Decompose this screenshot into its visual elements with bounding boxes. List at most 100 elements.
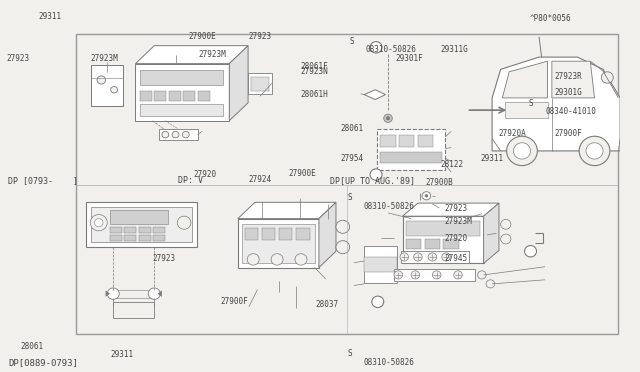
Circle shape — [97, 76, 106, 84]
Circle shape — [579, 136, 610, 166]
Text: 27945: 27945 — [444, 254, 467, 263]
Circle shape — [148, 288, 160, 299]
Circle shape — [433, 271, 441, 279]
Text: 29301G: 29301G — [554, 88, 582, 97]
Text: 27923: 27923 — [152, 254, 175, 263]
Bar — [505, 102, 548, 118]
Bar — [394, 269, 475, 280]
Circle shape — [525, 246, 536, 257]
Circle shape — [108, 288, 119, 299]
Text: 27923R: 27923R — [554, 72, 582, 81]
Text: 27923: 27923 — [6, 54, 29, 63]
Text: 27920: 27920 — [444, 234, 467, 243]
Bar — [159, 129, 198, 140]
Text: 28122: 28122 — [440, 160, 463, 169]
Text: DP [0793-    ]: DP [0793- ] — [8, 176, 78, 185]
Polygon shape — [552, 61, 595, 98]
Bar — [377, 129, 445, 170]
Circle shape — [372, 296, 384, 308]
Circle shape — [454, 271, 462, 279]
Bar — [124, 235, 136, 241]
Circle shape — [387, 117, 390, 120]
Circle shape — [182, 131, 189, 138]
Circle shape — [425, 194, 428, 198]
Bar — [154, 227, 165, 233]
Circle shape — [384, 114, 392, 122]
Circle shape — [247, 254, 259, 265]
Text: 08310-50826: 08310-50826 — [366, 45, 417, 54]
Text: 29311: 29311 — [110, 350, 133, 359]
Circle shape — [394, 271, 403, 279]
Bar — [244, 228, 259, 240]
Text: 28061: 28061 — [20, 342, 43, 351]
Bar — [406, 239, 421, 249]
Circle shape — [172, 131, 179, 138]
Text: 27924: 27924 — [248, 175, 271, 184]
Circle shape — [370, 169, 382, 180]
Text: DP: V: DP: V — [178, 176, 203, 185]
Text: ^P80*0056: ^P80*0056 — [530, 14, 572, 23]
Text: DP[0889-0793]: DP[0889-0793] — [8, 358, 78, 367]
Circle shape — [513, 143, 531, 159]
Circle shape — [602, 72, 613, 83]
Polygon shape — [319, 202, 336, 267]
Bar — [399, 135, 415, 147]
Bar — [136, 64, 229, 121]
Bar — [154, 92, 166, 101]
Text: S: S — [529, 99, 533, 109]
Text: 27923: 27923 — [444, 204, 467, 213]
Circle shape — [439, 205, 448, 213]
Circle shape — [95, 219, 103, 227]
Circle shape — [477, 271, 486, 279]
Text: S: S — [349, 38, 355, 46]
Circle shape — [295, 254, 307, 265]
Text: 27923: 27923 — [248, 32, 271, 41]
Circle shape — [111, 86, 118, 93]
Bar — [380, 152, 442, 163]
Bar — [364, 257, 397, 272]
Text: 27920A: 27920A — [498, 129, 525, 138]
Bar — [91, 207, 192, 242]
Text: 27900B: 27900B — [425, 178, 452, 187]
Text: S: S — [348, 350, 352, 359]
Polygon shape — [484, 203, 499, 263]
Bar — [238, 219, 319, 267]
Bar — [401, 251, 469, 263]
Bar — [139, 235, 151, 241]
Bar — [262, 228, 275, 240]
Bar — [403, 216, 484, 263]
Polygon shape — [502, 61, 548, 98]
Polygon shape — [492, 57, 620, 151]
Bar — [380, 135, 396, 147]
Text: S: S — [348, 193, 352, 202]
Bar — [139, 227, 151, 233]
Circle shape — [370, 42, 382, 53]
Circle shape — [162, 131, 169, 138]
Circle shape — [428, 253, 436, 261]
Circle shape — [500, 219, 511, 229]
Text: 27923M: 27923M — [198, 50, 226, 59]
Text: 27900F: 27900F — [220, 297, 248, 306]
Bar — [140, 92, 152, 101]
Text: 27920: 27920 — [193, 170, 216, 179]
Bar — [279, 228, 292, 240]
Text: 28061F: 28061F — [300, 62, 328, 71]
Circle shape — [413, 253, 422, 261]
Text: 27900E: 27900E — [188, 32, 216, 41]
Polygon shape — [238, 202, 336, 219]
Circle shape — [507, 136, 538, 166]
Circle shape — [422, 192, 431, 200]
Text: DP[UP TO AUG.'89]: DP[UP TO AUG.'89] — [330, 176, 415, 185]
Circle shape — [336, 220, 349, 233]
Text: 27923M: 27923M — [90, 54, 118, 63]
Bar — [242, 224, 315, 263]
Text: 08340-41010: 08340-41010 — [545, 107, 596, 116]
Bar — [444, 239, 459, 249]
Polygon shape — [229, 46, 248, 121]
Circle shape — [411, 271, 420, 279]
Text: 29311: 29311 — [38, 12, 61, 21]
Circle shape — [400, 253, 408, 261]
Text: 27954: 27954 — [340, 154, 363, 163]
Text: 08310-50826: 08310-50826 — [364, 358, 415, 367]
Circle shape — [90, 215, 108, 231]
